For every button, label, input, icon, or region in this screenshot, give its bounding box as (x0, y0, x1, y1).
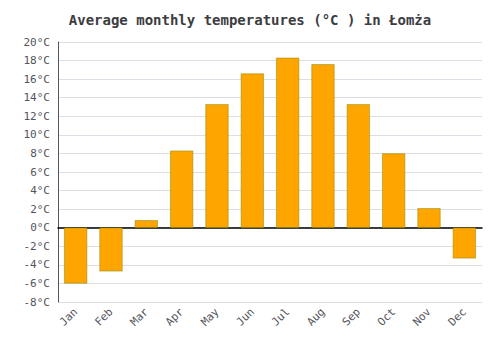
svg-text:May: May (198, 305, 221, 328)
svg-text:Apr: Apr (163, 305, 186, 328)
svg-text:Mar: Mar (128, 305, 151, 328)
svg-text:Jul: Jul (269, 305, 292, 328)
svg-text:Feb: Feb (92, 305, 115, 328)
svg-text:0°C: 0°C (30, 221, 50, 234)
svg-text:10°C: 10°C (24, 128, 51, 141)
svg-text:Aug: Aug (304, 305, 327, 328)
svg-text:-6°C: -6°C (24, 277, 51, 290)
svg-text:6°C: 6°C (30, 166, 50, 179)
svg-text:-8°C: -8°C (24, 296, 51, 309)
svg-text:-4°C: -4°C (24, 258, 51, 271)
svg-text:12°C: 12°C (24, 110, 51, 123)
svg-text:Jan: Jan (57, 305, 80, 328)
svg-text:20°C: 20°C (24, 36, 51, 49)
svg-text:Average monthly temperatures (: Average monthly temperatures (°C ) in Ło… (69, 12, 431, 28)
svg-text:Dec: Dec (446, 305, 469, 328)
svg-text:8°C: 8°C (30, 147, 50, 160)
svg-text:Sep: Sep (340, 305, 363, 328)
svg-text:14°C: 14°C (24, 91, 51, 104)
svg-text:18°C: 18°C (24, 54, 51, 67)
svg-text:2°C: 2°C (30, 203, 50, 216)
svg-text:16°C: 16°C (24, 73, 51, 86)
svg-text:Nov: Nov (410, 305, 433, 328)
svg-text:-2°C: -2°C (24, 240, 51, 253)
svg-text:4°C: 4°C (30, 184, 50, 197)
svg-text:Oct: Oct (375, 305, 398, 328)
svg-text:Jun: Jun (234, 305, 257, 328)
